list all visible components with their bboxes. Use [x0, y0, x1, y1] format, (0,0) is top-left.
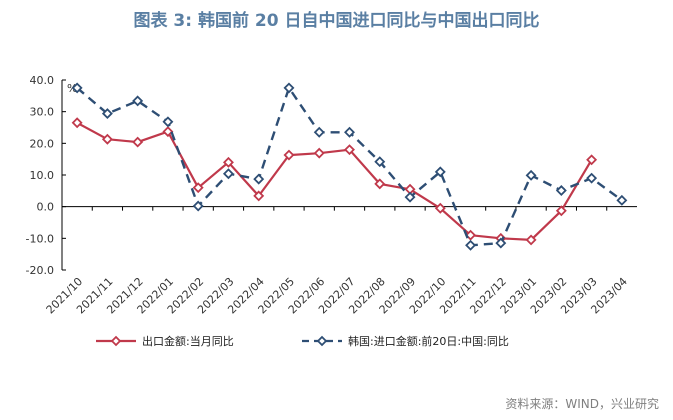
data-point-series-1 — [132, 136, 144, 148]
data-point-series-2 — [101, 108, 113, 120]
y-tick-label: 20.0 — [30, 137, 55, 150]
data-point-series-1 — [71, 117, 83, 129]
y-tick-label: 40.0 — [30, 74, 55, 87]
legend-label: 韩国:进口金额:前20日:中国:同比 — [348, 334, 509, 348]
y-tick-label: -20.0 — [26, 264, 54, 277]
data-point-series-2 — [313, 126, 325, 138]
data-point-series-2 — [434, 166, 446, 178]
data-point-series-2 — [465, 239, 477, 251]
data-point-series-1 — [555, 205, 567, 217]
data-point-series-2 — [374, 156, 386, 168]
data-point-series-1 — [162, 126, 174, 138]
source-note: 资料来源：WIND，兴业研究 — [505, 397, 659, 411]
data-point-series-1 — [313, 147, 325, 159]
data-point-series-2 — [525, 169, 537, 181]
data-point-series-2 — [616, 194, 628, 206]
data-point-series-1 — [586, 154, 598, 166]
series-line-1 — [76, 121, 593, 241]
data-point-series-2 — [132, 95, 144, 107]
legend-label: 出口金额:当月同比 — [142, 334, 234, 348]
data-point-series-1 — [434, 202, 446, 214]
y-tick-label: 30.0 — [30, 106, 55, 119]
data-point-series-1 — [192, 182, 204, 194]
data-point-series-2 — [71, 82, 83, 94]
y-axis: 40.0 30.0 20.0 10.0 0.0 -10.0 -20.0% — [26, 74, 78, 277]
data-point-series-1 — [253, 190, 265, 202]
data-point-series-1 — [222, 156, 234, 168]
data-point-series-1 — [283, 149, 295, 161]
legend: 出口金额:当月同比 韩国:进口金额:前20日:中国:同比 — [96, 334, 509, 348]
data-point-series-2 — [586, 172, 598, 184]
data-point-series-2 — [495, 237, 507, 249]
data-point-series-2 — [344, 126, 355, 138]
data-point-series-2 — [404, 191, 416, 203]
data-point-series-1 — [344, 144, 355, 156]
data-point-series-2 — [253, 173, 265, 185]
y-tick-label: 0.0 — [37, 201, 55, 214]
chart-title: 图表 3: 韩国前 20 日自中国进口同比与中国出口同比 — [133, 11, 540, 31]
legend-swatch-marker — [110, 335, 122, 347]
series-layer — [71, 82, 628, 251]
y-tick-label: -10.0 — [26, 232, 54, 245]
data-point-series-2 — [555, 185, 567, 196]
y-unit-label: % — [67, 82, 77, 95]
legend-swatch-marker — [316, 335, 328, 347]
data-point-series-2 — [222, 168, 234, 180]
data-point-series-2 — [192, 200, 204, 212]
data-point-series-2 — [162, 116, 174, 128]
y-tick-label: 10.0 — [30, 169, 55, 182]
data-point-series-1 — [374, 178, 386, 190]
data-point-series-2 — [283, 82, 295, 94]
data-point-series-1 — [101, 133, 113, 145]
data-point-series-1 — [525, 234, 537, 246]
series-line-2 — [76, 86, 623, 247]
